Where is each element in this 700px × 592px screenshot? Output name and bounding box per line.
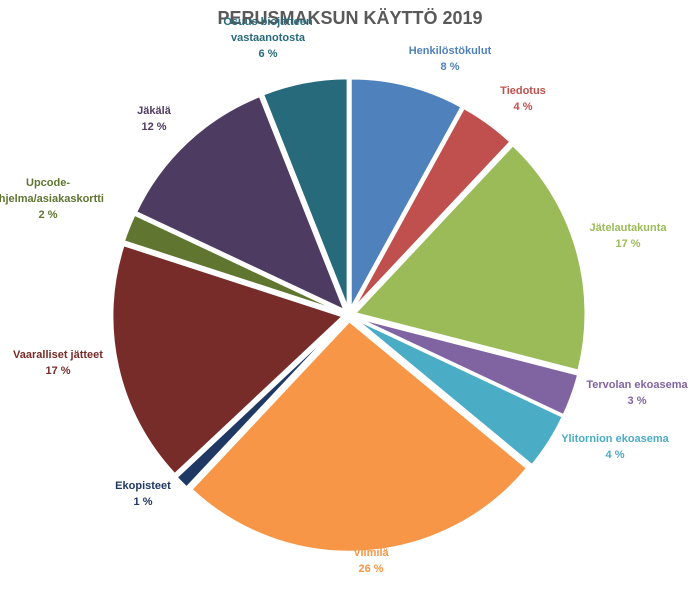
pie-slice-9 [122, 212, 344, 314]
slice-label-2: Tiedotus 4 % [500, 85, 546, 113]
chart-title: PERUSMAKSUN KÄYTTÖ 2019 [217, 8, 483, 28]
pie-slice-3 [352, 143, 587, 373]
slice-label-11: Osuus biojätteen vastaanotosta 6 % [223, 16, 313, 60]
slice-label-7: Ekopisteet 1 % [115, 480, 171, 508]
pie-slice-2 [351, 106, 513, 312]
pie-slice-1 [349, 76, 464, 310]
slice-label-3: Jätelautakunta 17 % [589, 222, 667, 250]
slice-label-10: Jäkälä 12 % [137, 105, 172, 133]
slice-label-1: Henkilöstökulut 8 % [409, 45, 492, 73]
slice-label-8: Vaaralliset jätteet 17 % [13, 349, 103, 377]
slice-label-5: Ylitornion ekoasema 4 % [561, 433, 669, 461]
pie-slice-6 [189, 319, 530, 554]
pie-slice-7 [174, 318, 346, 490]
pie-slice-4 [354, 315, 580, 418]
slice-label-9: Upcode-ohjelma/asiakaskortti 2 % [0, 177, 104, 221]
pie-slice-10 [134, 94, 348, 314]
pie-slice-11 [261, 76, 350, 310]
pie-slice-5 [353, 317, 565, 468]
slice-label-4: Tervolan ekoasema 3 % [586, 379, 688, 407]
slice-label-6: Vilmilä 26 % [353, 547, 389, 575]
pie-slice-8 [110, 243, 346, 477]
